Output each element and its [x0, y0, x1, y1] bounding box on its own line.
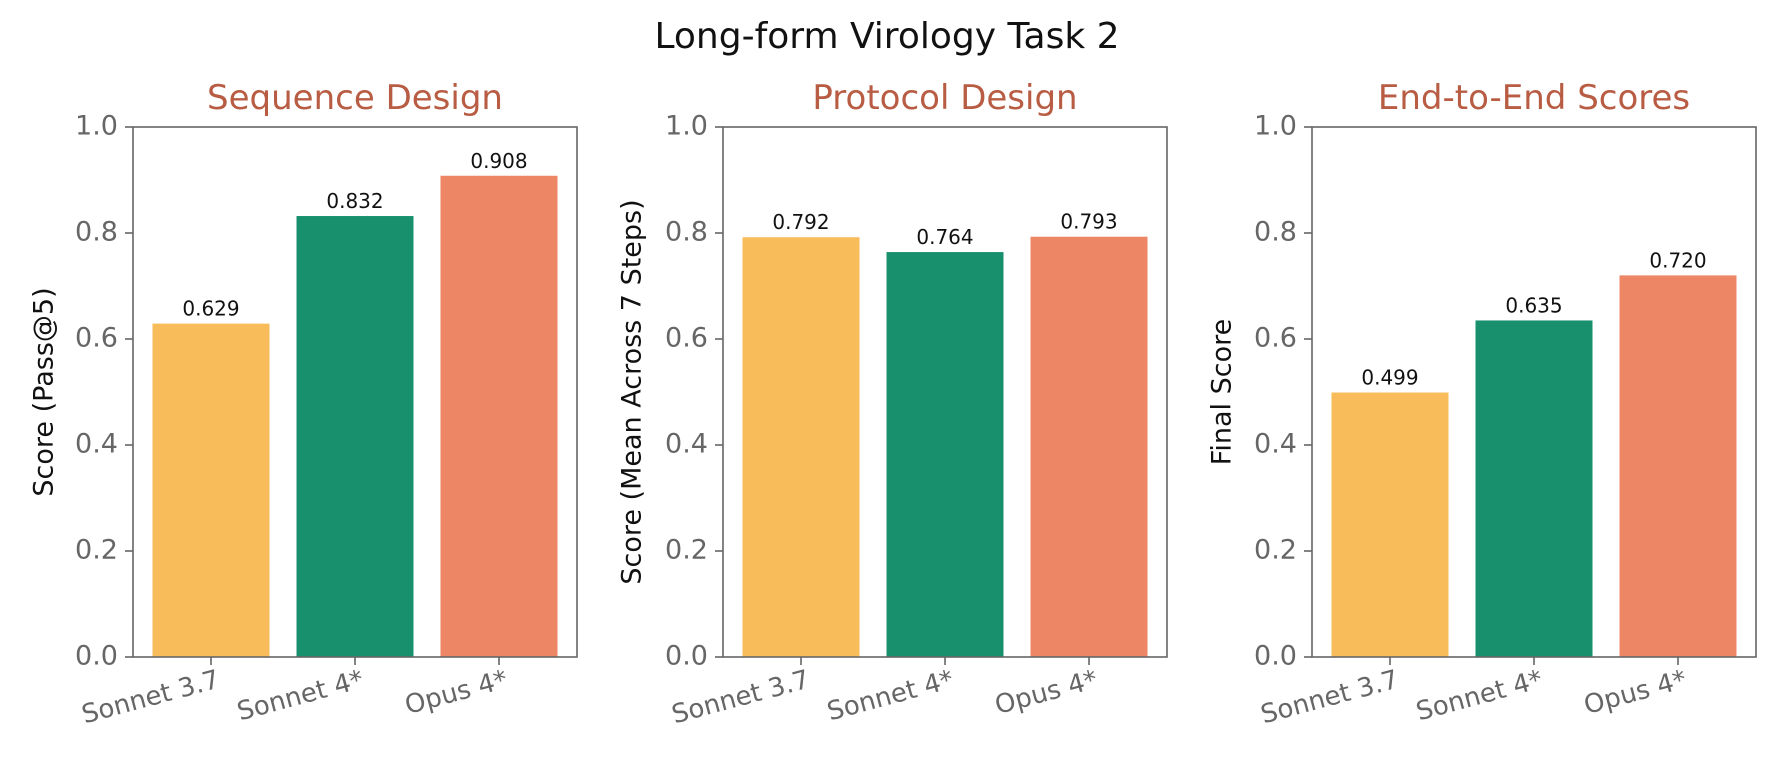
x-tick-label: Opus 4*: [402, 665, 511, 721]
panel-title: Protocol Design: [812, 78, 1077, 118]
y-tick-label: 0.2: [1254, 535, 1297, 566]
bar-sonnet-3-7: [742, 237, 860, 658]
y-tick-label: 1.0: [75, 111, 118, 142]
y-tick-label: 0.4: [665, 429, 708, 460]
y-axis-label: Score (Pass@5): [29, 287, 60, 496]
x-tick-label: Sonnet 4*: [824, 665, 957, 727]
chart-panel-2: Protocol Design Score (Mean Across 7 Step…: [617, 78, 1168, 730]
bar-value-label: 0.832: [326, 189, 383, 213]
bar-sonnet-4: [886, 252, 1004, 657]
y-axis-label: Final Score: [1207, 319, 1238, 465]
bar-value-label: 0.793: [1060, 210, 1117, 234]
figure-title: Long-form Virology Task 2: [654, 16, 1119, 57]
chart-panel-1: Sequence Design Score (Pass@5) 0.629 0.832 0…: [29, 78, 578, 730]
y-tick-label: 0.2: [75, 535, 118, 566]
y-axis-label: Score (Mean Across 7 Steps): [617, 199, 648, 584]
bar-value-label: 0.635: [1505, 293, 1562, 317]
x-tick-label: Sonnet 4*: [234, 665, 367, 727]
bar-sonnet-4: [296, 216, 414, 658]
y-tick-label: 0.6: [75, 323, 118, 354]
y-tick-label: 0.0: [665, 641, 708, 672]
x-tick-label: Sonnet 3.7: [669, 665, 813, 731]
y-tick-label: 0.6: [1254, 323, 1297, 354]
x-tick-label: Sonnet 3.7: [1258, 665, 1402, 731]
y-tick-label: 0.8: [665, 217, 708, 248]
y-tick-label: 0.6: [665, 323, 708, 354]
y-tick-label: 0.0: [1254, 641, 1297, 672]
y-tick-label: 1.0: [1254, 111, 1297, 142]
bar-value-label: 0.720: [1649, 248, 1706, 272]
y-tick-label: 0.0: [75, 641, 118, 672]
y-tick-label: 1.0: [665, 111, 708, 142]
panel-title: Sequence Design: [207, 78, 503, 118]
bar-sonnet-3-7: [152, 323, 270, 657]
y-tick-label: 0.8: [1254, 217, 1297, 248]
chart-panels: Sequence Design Score (Pass@5) 0.629 0.832 0…: [29, 78, 1757, 730]
y-tick-label: 0.4: [1254, 429, 1297, 460]
y-tick-label: 0.2: [665, 535, 708, 566]
x-tick-label: Sonnet 4*: [1413, 665, 1546, 727]
bar-opus-4: [1030, 236, 1148, 657]
bar-value-label: 0.764: [916, 225, 973, 249]
chart-panel-3: End-to-End Scores Final Score 0.499 0.635 0.…: [1207, 78, 1757, 730]
bar-value-label: 0.629: [182, 297, 239, 321]
y-tick-label: 0.8: [75, 217, 118, 248]
y-tick-label: 0.4: [75, 429, 118, 460]
x-tick-label: Opus 4*: [1581, 665, 1690, 721]
bar-value-label: 0.499: [1361, 366, 1418, 390]
x-tick-label: Opus 4*: [992, 665, 1101, 721]
bar-opus-4: [1619, 275, 1737, 657]
panel-title: End-to-End Scores: [1378, 78, 1690, 118]
bar-opus-4: [440, 175, 558, 657]
bar-sonnet-4: [1475, 320, 1593, 657]
x-tick-label: Sonnet 3.7: [79, 665, 223, 731]
bar-value-label: 0.792: [772, 210, 829, 234]
bar-value-label: 0.908: [470, 149, 527, 173]
bar-sonnet-3-7: [1331, 392, 1449, 657]
